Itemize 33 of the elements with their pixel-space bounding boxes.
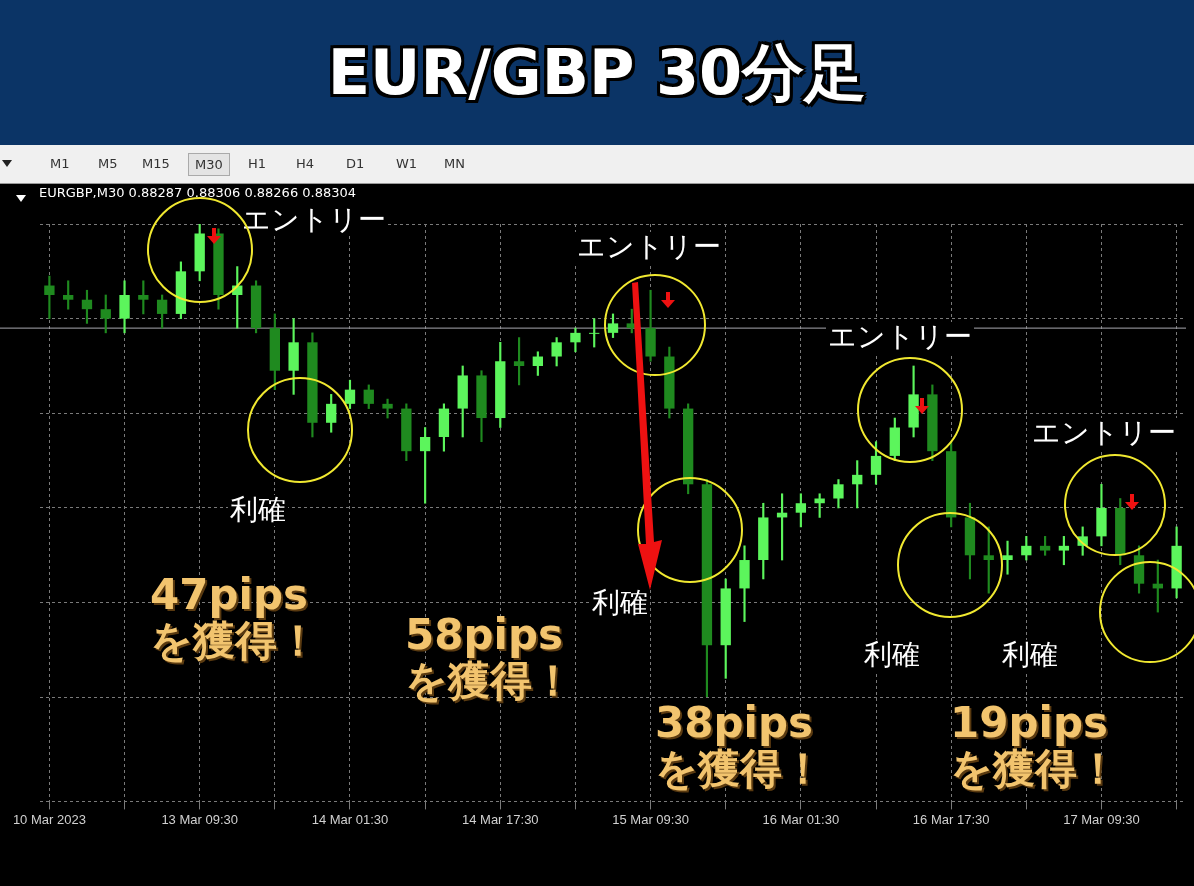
x-tick-label: 16 Mar 17:30 bbox=[912, 811, 990, 827]
annotation: エントリー bbox=[1030, 416, 1178, 449]
x-tick-label: 13 Mar 09:30 bbox=[161, 811, 238, 827]
annotation: 利確 bbox=[1000, 638, 1060, 671]
x-tick-label: 17 Mar 09:30 bbox=[1063, 811, 1140, 827]
x-tick-label: 16 Mar 01:30 bbox=[762, 811, 840, 827]
annotation: エントリー bbox=[240, 203, 388, 236]
text: EURGBP,M30 0.88287 0.88306 0.88266 0.88304 bbox=[36, 185, 360, 201]
chart-title: EUR/GBP 30分足 bbox=[327, 34, 867, 111]
text: H1 bbox=[247, 155, 268, 173]
x-tick-label: 10 Mar 2023 bbox=[12, 811, 86, 827]
text: 38pips を獲得！ bbox=[655, 698, 824, 794]
text: M1 bbox=[49, 155, 71, 173]
text: MN bbox=[443, 155, 466, 173]
text: W1 bbox=[395, 155, 419, 173]
text: M15 bbox=[141, 155, 171, 173]
candlestick bbox=[382, 398, 393, 419]
text: D1 bbox=[345, 155, 366, 173]
x-tick-label: 14 Mar 01:30 bbox=[311, 811, 389, 827]
annotation: エントリー bbox=[575, 230, 723, 263]
annotation: 利確 bbox=[590, 586, 650, 619]
annotation: 利確 bbox=[862, 638, 922, 671]
x-tick-label: 15 Mar 09:30 bbox=[612, 811, 689, 827]
annotation: 58pips を獲得！ bbox=[405, 610, 574, 706]
text: 19pips を獲得！ bbox=[950, 698, 1119, 794]
text: M30 bbox=[188, 153, 230, 176]
annotation: 利確 bbox=[228, 493, 288, 526]
text: M5 bbox=[97, 155, 119, 173]
x-tick-label: 14 Mar 17:30 bbox=[461, 811, 539, 827]
annotation: 47pips を獲得！ bbox=[150, 570, 319, 666]
annotation: エントリー bbox=[826, 320, 974, 353]
candlestick bbox=[1002, 540, 1013, 575]
text: H4 bbox=[295, 155, 316, 173]
